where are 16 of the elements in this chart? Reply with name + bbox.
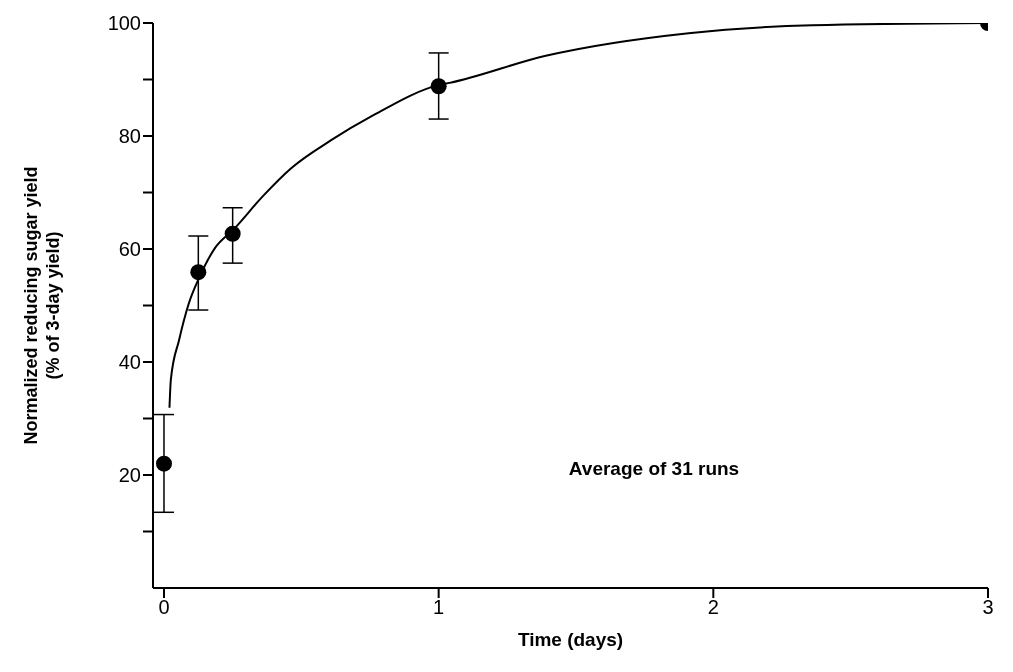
x-tick-label: 0 [158, 596, 170, 619]
point [430, 78, 447, 95]
x-axis-title: Time (days) [517, 629, 624, 650]
y-tick-label: 80 [118, 125, 141, 148]
y-tick-label: 60 [118, 238, 141, 261]
x-tick-label: 2 [707, 596, 719, 619]
y-axis-title: Normalized reducing sugar yield (% of 3-day yield) [21, 166, 63, 445]
point [155, 455, 172, 472]
annotation: Average of 31 runs [568, 458, 740, 479]
point [190, 264, 207, 281]
y-tick-label: 40 [118, 351, 141, 374]
x-tick-label: 3 [982, 596, 994, 619]
x-tick-label: 1 [433, 596, 445, 619]
y-tick-label: 100 [107, 12, 141, 35]
y-tick-label: 20 [118, 464, 141, 487]
point [224, 225, 241, 242]
